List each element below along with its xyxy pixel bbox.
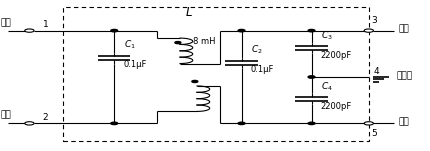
Text: 输入: 输入 (1, 18, 12, 27)
Circle shape (363, 29, 372, 32)
Circle shape (191, 80, 197, 83)
Text: 5: 5 (370, 129, 376, 138)
Circle shape (237, 29, 244, 32)
Text: 1: 1 (43, 20, 48, 29)
Circle shape (237, 122, 244, 125)
Circle shape (307, 76, 314, 78)
Text: 接大地: 接大地 (396, 71, 412, 80)
Text: 输人: 输人 (1, 111, 12, 120)
Text: 2: 2 (43, 113, 48, 122)
Text: $L$: $L$ (184, 6, 192, 19)
Text: 3: 3 (370, 16, 376, 25)
Circle shape (307, 122, 314, 125)
Circle shape (175, 42, 181, 44)
Circle shape (307, 29, 314, 32)
Text: 输出: 输出 (398, 25, 408, 34)
Text: 8 mH: 8 mH (192, 37, 215, 46)
Text: $C_4$: $C_4$ (320, 81, 332, 93)
Circle shape (111, 122, 117, 125)
Text: $C_1$: $C_1$ (123, 39, 135, 51)
Circle shape (363, 122, 372, 125)
Text: $C_3$: $C_3$ (320, 30, 332, 42)
Text: 2200pF: 2200pF (320, 51, 351, 60)
Text: 输出: 输出 (398, 117, 408, 126)
Text: 4: 4 (373, 66, 379, 76)
Text: 2200pF: 2200pF (320, 102, 351, 111)
Text: 0.1μF: 0.1μF (250, 65, 273, 74)
Text: 0.1μF: 0.1μF (123, 60, 147, 69)
Circle shape (111, 29, 117, 32)
Circle shape (25, 29, 34, 32)
Circle shape (25, 122, 34, 125)
Text: $C_2$: $C_2$ (250, 43, 262, 56)
